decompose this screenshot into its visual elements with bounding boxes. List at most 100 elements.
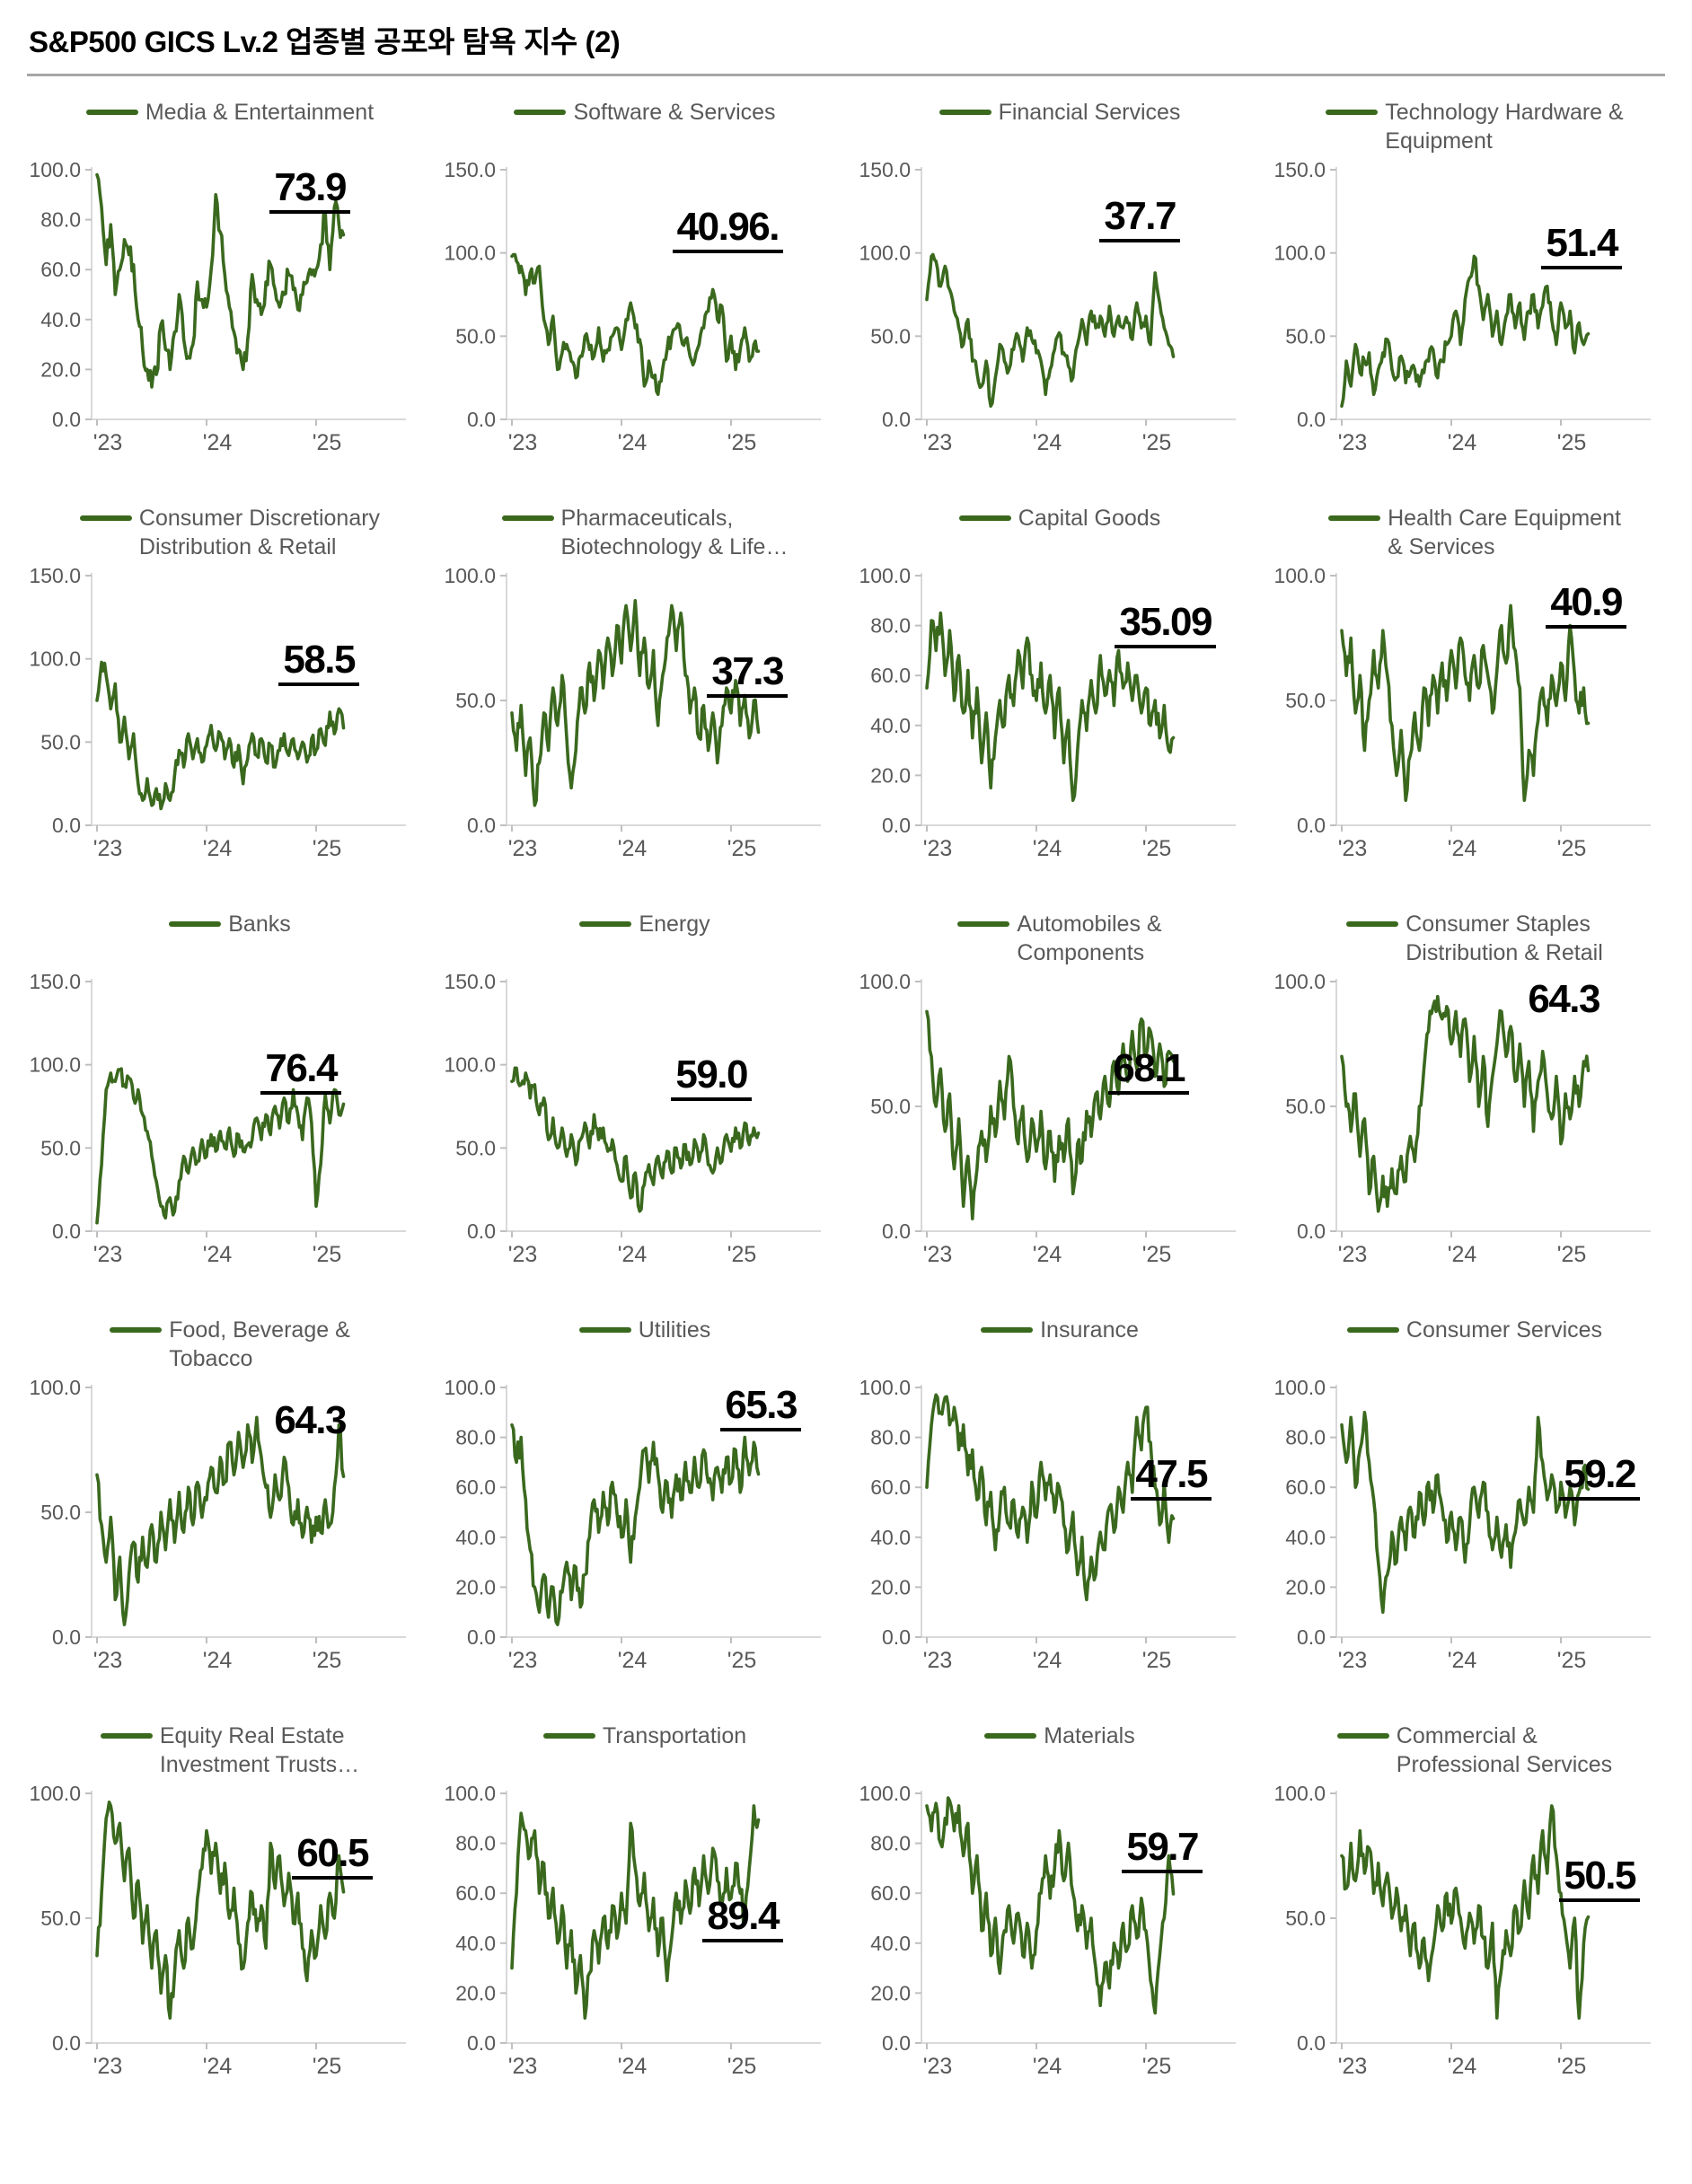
svg-text:'24: '24: [1448, 1648, 1477, 1673]
legend-line-icon: [958, 515, 1011, 521]
chart-cell-10: Energy 150.0 100.0 50.0 0.0 '23 '24 '25 59.0: [442, 904, 848, 1287]
chart-legend: Equity Real Estate Investment Trusts…: [27, 1716, 433, 1784]
legend-line-icon: [542, 1733, 595, 1739]
svg-text:150.0: 150.0: [444, 161, 496, 181]
svg-text:100.0: 100.0: [29, 647, 81, 671]
svg-text:'25: '25: [1557, 2054, 1587, 2079]
svg-text:'25: '25: [313, 2054, 342, 2079]
svg-text:100.0: 100.0: [859, 973, 911, 993]
line-chart-svg: 100.0 80.0 60.0 40.0 20.0 0.0 '23 '24 '25: [29, 161, 406, 455]
svg-text:'24: '24: [618, 1648, 648, 1673]
svg-text:0.0: 0.0: [52, 814, 81, 837]
current-value: 40.9: [1546, 583, 1626, 629]
current-value: 64.3: [1528, 977, 1600, 1021]
legend-label: Banks: [228, 911, 291, 937]
svg-text:'25: '25: [727, 2054, 757, 2079]
line-chart-svg: 100.0 80.0 60.0 40.0 20.0 0.0 '23 '24 '25: [859, 567, 1236, 861]
line-chart-svg: 100.0 50.0 0.0 '23 '24 '25: [1273, 973, 1651, 1267]
svg-text:100.0: 100.0: [1273, 242, 1326, 265]
svg-text:0.0: 0.0: [882, 1220, 911, 1243]
svg-text:40.0: 40.0: [455, 1932, 496, 1955]
svg-text:'23: '23: [923, 1648, 953, 1673]
svg-text:40.0: 40.0: [40, 308, 81, 331]
svg-text:0.0: 0.0: [467, 1220, 496, 1243]
current-value: 50.5: [1559, 1856, 1640, 1902]
svg-text:'23: '23: [923, 836, 953, 861]
svg-text:150.0: 150.0: [859, 161, 911, 181]
svg-text:'25: '25: [1557, 1648, 1587, 1673]
svg-text:'24: '24: [1448, 1242, 1477, 1267]
current-value: 37.3: [707, 652, 788, 698]
svg-text:'23: '23: [93, 1242, 123, 1267]
svg-text:20.0: 20.0: [455, 1575, 496, 1598]
legend-label: Media & Entertainment: [145, 100, 375, 125]
legend-line-icon: [1336, 1733, 1389, 1739]
legend-label: Energy: [639, 911, 710, 937]
svg-text:50.0: 50.0: [1285, 1095, 1326, 1118]
line-chart-svg: 150.0 100.0 50.0 0.0 '23 '24 '25: [1273, 161, 1651, 455]
svg-text:20.0: 20.0: [1285, 1575, 1326, 1598]
svg-text:'23: '23: [93, 430, 123, 455]
legend-line-icon: [939, 110, 991, 115]
svg-text:0.0: 0.0: [1297, 1220, 1326, 1243]
svg-text:40.0: 40.0: [870, 1526, 911, 1549]
svg-text:'23: '23: [1338, 430, 1368, 455]
svg-text:'23: '23: [93, 2054, 123, 2079]
svg-text:0.0: 0.0: [467, 2031, 496, 2055]
svg-text:'23: '23: [508, 2054, 538, 2079]
legend-label: Financial Services: [998, 100, 1181, 125]
plot-area: 150.0 100.0 50.0 0.0 '23 '24 '25 40.96.: [442, 161, 837, 457]
svg-text:'25: '25: [313, 1648, 342, 1673]
svg-text:50.0: 50.0: [1285, 1907, 1326, 1930]
svg-text:'24: '24: [1033, 2054, 1062, 2079]
line-chart-svg: 100.0 50.0 0.0 '23 '24 '25: [29, 1784, 406, 2079]
svg-text:'25: '25: [313, 836, 342, 861]
current-value: 64.3: [274, 1398, 347, 1442]
svg-text:80.0: 80.0: [455, 1832, 496, 1855]
svg-text:0.0: 0.0: [52, 1625, 81, 1649]
svg-text:'24: '24: [1033, 1648, 1062, 1673]
chart-legend: Insurance: [857, 1310, 1263, 1378]
current-value: 68.1: [1108, 1049, 1189, 1095]
svg-text:'25: '25: [1557, 836, 1587, 861]
line-chart-svg: 100.0 80.0 60.0 40.0 20.0 0.0 '23 '24 '25: [859, 1378, 1236, 1673]
svg-text:'25: '25: [1142, 1648, 1172, 1673]
chart-legend: Consumer Services: [1272, 1310, 1678, 1378]
chart-cell-12: Consumer Staples Distribution & Retail 1…: [1272, 904, 1678, 1287]
current-value: 59.7: [1122, 1827, 1203, 1873]
svg-text:50.0: 50.0: [40, 1907, 81, 1930]
svg-text:'24: '24: [618, 1242, 648, 1267]
legend-line-icon: [501, 515, 554, 521]
svg-text:'24: '24: [203, 430, 233, 455]
line-chart-svg: 100.0 80.0 60.0 40.0 20.0 0.0 '23 '24 '25: [444, 1378, 821, 1673]
line-chart-svg: 100.0 80.0 60.0 40.0 20.0 0.0 '23 '24 '25: [1273, 1378, 1651, 1673]
svg-text:'23: '23: [93, 836, 123, 861]
legend-line-icon: [514, 110, 567, 115]
svg-text:50.0: 50.0: [40, 1501, 81, 1524]
svg-text:'24: '24: [203, 1648, 233, 1673]
svg-text:50.0: 50.0: [455, 689, 496, 712]
line-chart-svg: 150.0 100.0 50.0 0.0 '23 '24 '25: [444, 973, 821, 1267]
svg-text:'24: '24: [1033, 430, 1062, 455]
plot-area: 150.0 100.0 50.0 0.0 '23 '24 '25 51.4: [1272, 161, 1667, 457]
line-chart-svg: 100.0 80.0 60.0 40.0 20.0 0.0 '23 '24 '25: [859, 1784, 1236, 2079]
chart-legend: Consumer Staples Distribution & Retail: [1272, 904, 1678, 973]
legend-line-icon: [1326, 110, 1379, 115]
legend-line-icon: [169, 921, 222, 927]
svg-text:150.0: 150.0: [444, 973, 496, 993]
current-value: 73.9: [269, 168, 350, 214]
current-value: 37.7: [1099, 197, 1180, 242]
legend-label: Pharmaceuticals, Biotechnology & Life…: [560, 506, 789, 559]
svg-text:150.0: 150.0: [29, 973, 81, 993]
legend-line-icon: [110, 1327, 163, 1333]
svg-text:100.0: 100.0: [444, 242, 496, 265]
svg-text:'25: '25: [727, 1242, 757, 1267]
chart-legend: Capital Goods: [857, 498, 1263, 567]
svg-text:0.0: 0.0: [1297, 408, 1326, 431]
svg-text:100.0: 100.0: [1273, 1378, 1326, 1399]
svg-text:100.0: 100.0: [859, 1784, 911, 1805]
chart-cell-9: Banks 150.0 100.0 50.0 0.0 '23 '24 '25 76.4: [27, 904, 433, 1287]
chart-cell-17: Equity Real Estate Investment Trusts… 10…: [27, 1716, 433, 2099]
line-chart-svg: 100.0 50.0 0.0 '23 '24 '25: [1273, 567, 1651, 861]
svg-text:'25: '25: [1557, 430, 1587, 455]
